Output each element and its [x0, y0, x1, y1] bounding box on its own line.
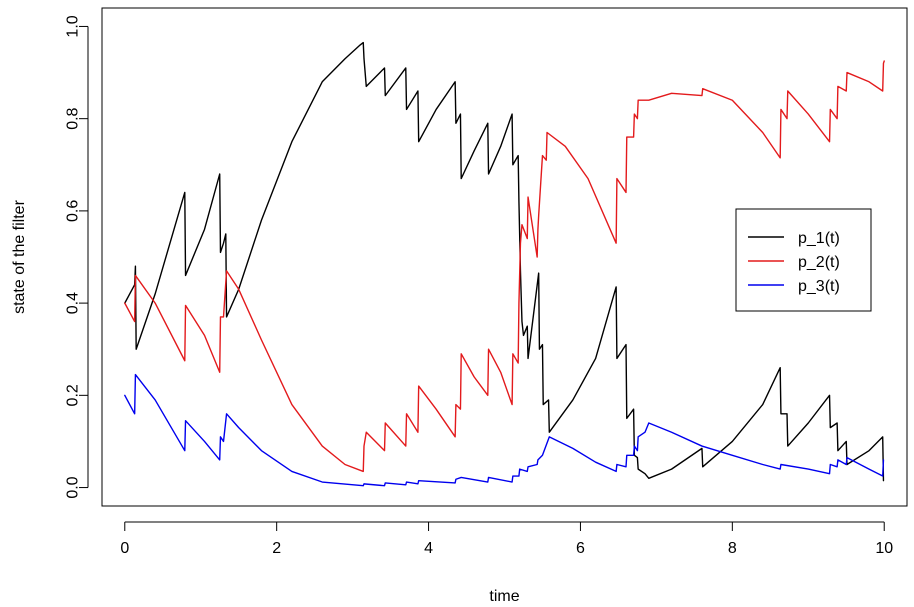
x-tick-label: 0 [120, 540, 129, 557]
series-line-2 [124, 60, 885, 473]
y-tick-label: 0.8 [65, 107, 82, 129]
y-tick-label: 0.2 [65, 384, 82, 406]
x-tick-label: 6 [576, 540, 585, 557]
legend-box [735, 208, 872, 312]
x-tick-label: 10 [875, 540, 893, 557]
legend-label-3: p_3(t) [798, 278, 840, 295]
y-axis-label: state of the filter [11, 199, 28, 314]
x-axis-label: time [489, 588, 519, 605]
plot-border [101, 7, 908, 507]
series-line-3 [124, 373, 885, 487]
axes: 0 2 4 6 8 10 0.0 0.2 0.4 0.6 0.8 1.0 [65, 15, 894, 557]
legend-label-2: p_2(t) [798, 254, 840, 271]
x-tick-label: 4 [424, 540, 433, 557]
legend: p_1(t) p_2(t) p_3(t) [735, 208, 872, 312]
y-tick-label: 1.0 [65, 15, 82, 37]
y-tick-label: 0.4 [65, 292, 82, 314]
y-tick-label: 0.0 [65, 476, 82, 498]
plot-frame [101, 7, 908, 507]
x-tick-label: 2 [272, 540, 281, 557]
legend-label-1: p_1(t) [798, 230, 840, 247]
series-line-1 [124, 41, 885, 482]
y-tick-label: 0.6 [65, 200, 82, 222]
series-lines [124, 41, 885, 487]
x-tick-label: 8 [728, 540, 737, 557]
